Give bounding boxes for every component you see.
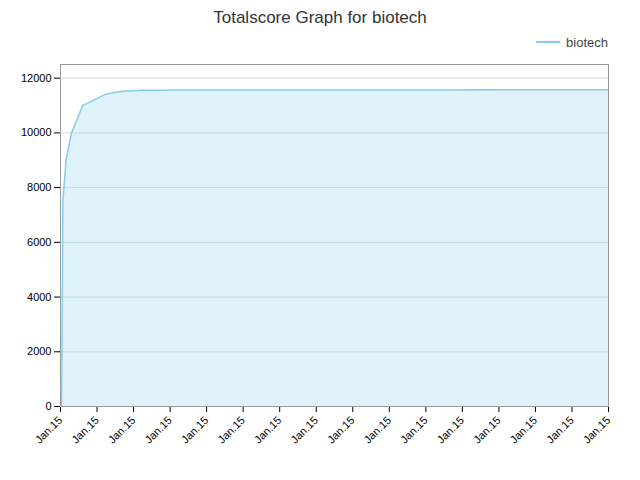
svg-text:Jan.15: Jan.15 (142, 414, 174, 446)
svg-text:8000: 8000 (27, 181, 51, 193)
svg-text:Jan.15: Jan.15 (581, 414, 613, 446)
svg-text:12000: 12000 (21, 72, 52, 84)
svg-text:Jan.15: Jan.15 (215, 414, 247, 446)
svg-text:4000: 4000 (27, 291, 51, 303)
svg-text:0: 0 (45, 400, 51, 412)
svg-text:Jan.15: Jan.15 (471, 414, 503, 446)
svg-text:Jan.15: Jan.15 (106, 414, 138, 446)
svg-text:Jan.15: Jan.15 (252, 414, 284, 446)
svg-text:Jan.15: Jan.15 (179, 414, 211, 446)
svg-text:Jan.15: Jan.15 (288, 414, 320, 446)
html-text:Totalscore Graph for biotech: Totalscore Graph for biotech (213, 8, 427, 27)
svg-text:Jan.15: Jan.15 (33, 414, 65, 446)
svg-text:Jan.15: Jan.15 (398, 414, 430, 446)
svg-text:Jan.15: Jan.15 (507, 414, 539, 446)
svg-text:2000: 2000 (27, 345, 51, 357)
svg-text:Jan.15: Jan.15 (69, 414, 101, 446)
svg-text:Jan.15: Jan.15 (325, 414, 357, 446)
svg-text:6000: 6000 (27, 236, 51, 248)
svg-text:Jan.15: Jan.15 (361, 414, 393, 446)
svg-text:Jan.15: Jan.15 (434, 414, 466, 446)
html-text:biotech: biotech (566, 34, 608, 50)
svg-text:10000: 10000 (21, 126, 52, 138)
svg-text:Jan.15: Jan.15 (544, 414, 576, 446)
